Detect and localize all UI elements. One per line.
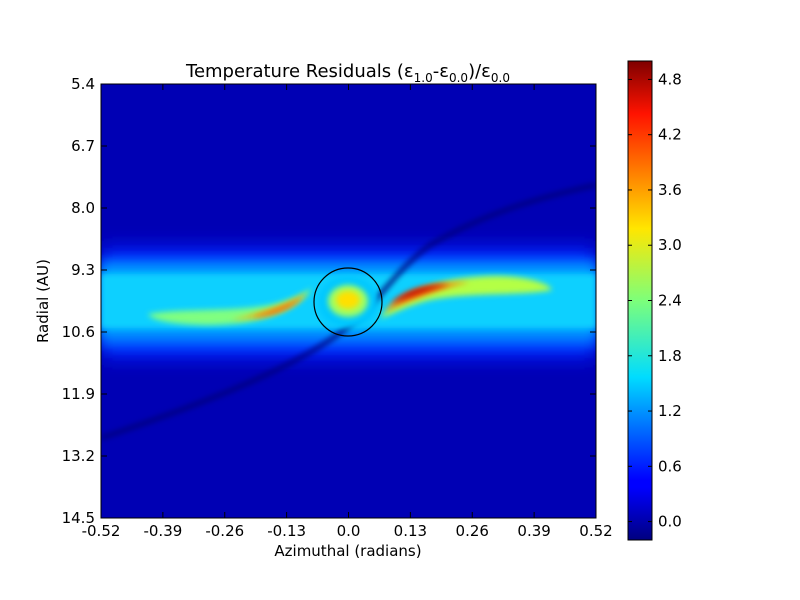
- x-tick-label: 0.39: [517, 522, 550, 540]
- x-axis-label: Azimuthal (radians): [274, 542, 421, 560]
- planet-marker-circle: [313, 267, 383, 337]
- leading-arm: [380, 276, 552, 318]
- x-tick-label: -0.52: [82, 522, 121, 540]
- colorbar-tick-label: 0.6: [658, 457, 682, 475]
- colorbar-tick-label: 4.8: [658, 70, 682, 88]
- y-tick-label: 10.6: [62, 323, 95, 341]
- colorbar-tick-label: 1.2: [658, 402, 682, 420]
- y-tick-label: 11.9: [62, 385, 95, 403]
- planet-core: [318, 276, 378, 328]
- y-tick-label: 14.5: [62, 509, 95, 527]
- heatmap-field: [101, 84, 596, 518]
- x-tick-label: -0.39: [143, 522, 182, 540]
- x-tick-label: -0.13: [267, 522, 306, 540]
- trailing-arm: [148, 288, 312, 325]
- y-axis: 5.4 6.7 8.0 9.3 10.6 11.9 13.2 14.5: [62, 75, 596, 527]
- colorbar-tick-label: 1.8: [658, 347, 682, 365]
- x-tick-label: 0.52: [579, 522, 612, 540]
- y-tick-label: 6.7: [71, 137, 95, 155]
- x-axis: -0.52 -0.39 -0.26 -0.13 0.0 0.13 0.26 0.39 0.52: [82, 84, 613, 540]
- colorbar-tick-label: 2.4: [658, 292, 682, 310]
- chart-title: Temperature Residuals (ε1.0-ε0.0)/ε0.0: [185, 61, 510, 85]
- y-axis-label: Radial (AU): [34, 259, 52, 343]
- y-tick-label: 8.0: [71, 199, 95, 217]
- colorbar-ticks: 0.0 0.6 1.2 1.8 2.4 3.0 3.6 4.2 4.8: [628, 70, 682, 531]
- x-tick-label: 0.0: [337, 522, 361, 540]
- colorbar-tick-label: 4.2: [658, 126, 682, 144]
- colorbar: 0.0 0.6 1.2 1.8 2.4 3.0 3.6 4.2 4.8: [627, 60, 682, 541]
- x-tick-label: 0.26: [456, 522, 489, 540]
- y-tick-label: 5.4: [71, 75, 95, 93]
- x-tick-label: -0.26: [205, 522, 244, 540]
- y-tick-label: 9.3: [71, 261, 95, 279]
- x-tick-label: 0.13: [394, 522, 427, 540]
- colorbar-tick-label: 0.0: [658, 513, 682, 531]
- y-tick-label: 13.2: [62, 447, 95, 465]
- colorbar-tick-label: 3.0: [658, 236, 682, 254]
- colorbar-tick-label: 3.6: [658, 181, 682, 199]
